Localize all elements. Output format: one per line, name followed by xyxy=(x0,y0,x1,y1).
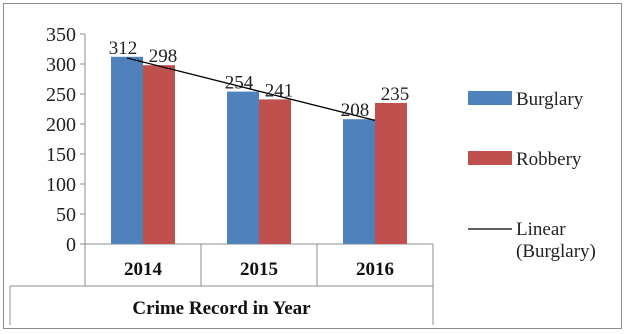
x-tick-label: 2015 xyxy=(240,259,278,280)
trendline-burglary xyxy=(126,57,376,122)
bar-robbery-2014 xyxy=(143,65,175,244)
axes: 0 50 100 150 200 250 300 350 2014 2015 2016 Crime R… xyxy=(9,24,434,325)
data-label-robbery-2015: 241 xyxy=(265,80,294,101)
x-tick-label: 2016 xyxy=(356,259,394,280)
trendline-group xyxy=(126,57,376,122)
data-label-burglary-2016: 208 xyxy=(341,100,370,121)
y-tick-label: 150 xyxy=(46,144,76,166)
data-label-robbery-2016: 235 xyxy=(381,84,410,105)
legend: Burglary Robbery Linear (Burglary) xyxy=(468,89,596,262)
legend-label-trendline-line: (Burglary) xyxy=(516,241,596,262)
bar-burglary-2014 xyxy=(111,56,143,244)
bar-robbery-2015 xyxy=(259,99,291,245)
legend-label-burglary: Burglary xyxy=(516,89,584,110)
y-tick-label: 250 xyxy=(46,84,76,106)
legend-label-trendline: Linear (Burglary) xyxy=(516,219,596,262)
x-axis-title: Crime Record in Year xyxy=(132,298,311,319)
legend-swatch-robbery xyxy=(468,151,512,165)
bar-burglary-2016 xyxy=(343,119,375,244)
bar-robbery-2016 xyxy=(375,103,407,244)
bar-burglary-2015 xyxy=(227,91,259,244)
legend-label-trendline-line: Linear xyxy=(516,219,566,240)
legend-label-robbery: Robbery xyxy=(516,149,582,170)
y-tick-label: 0 xyxy=(66,234,76,256)
y-tick-label: 350 xyxy=(46,24,76,46)
chart-frame xyxy=(3,3,622,329)
y-tick-label: 200 xyxy=(46,114,76,136)
x-tick-label: 2014 xyxy=(124,259,163,280)
y-tick-label: 300 xyxy=(46,54,76,76)
legend-swatch-burglary xyxy=(468,91,512,105)
data-label-burglary-2014: 312 xyxy=(109,38,138,59)
data-label-robbery-2014: 298 xyxy=(149,46,178,67)
bars-group xyxy=(111,56,407,245)
y-tick-label: 50 xyxy=(56,204,76,226)
y-tick-label: 100 xyxy=(46,174,76,196)
